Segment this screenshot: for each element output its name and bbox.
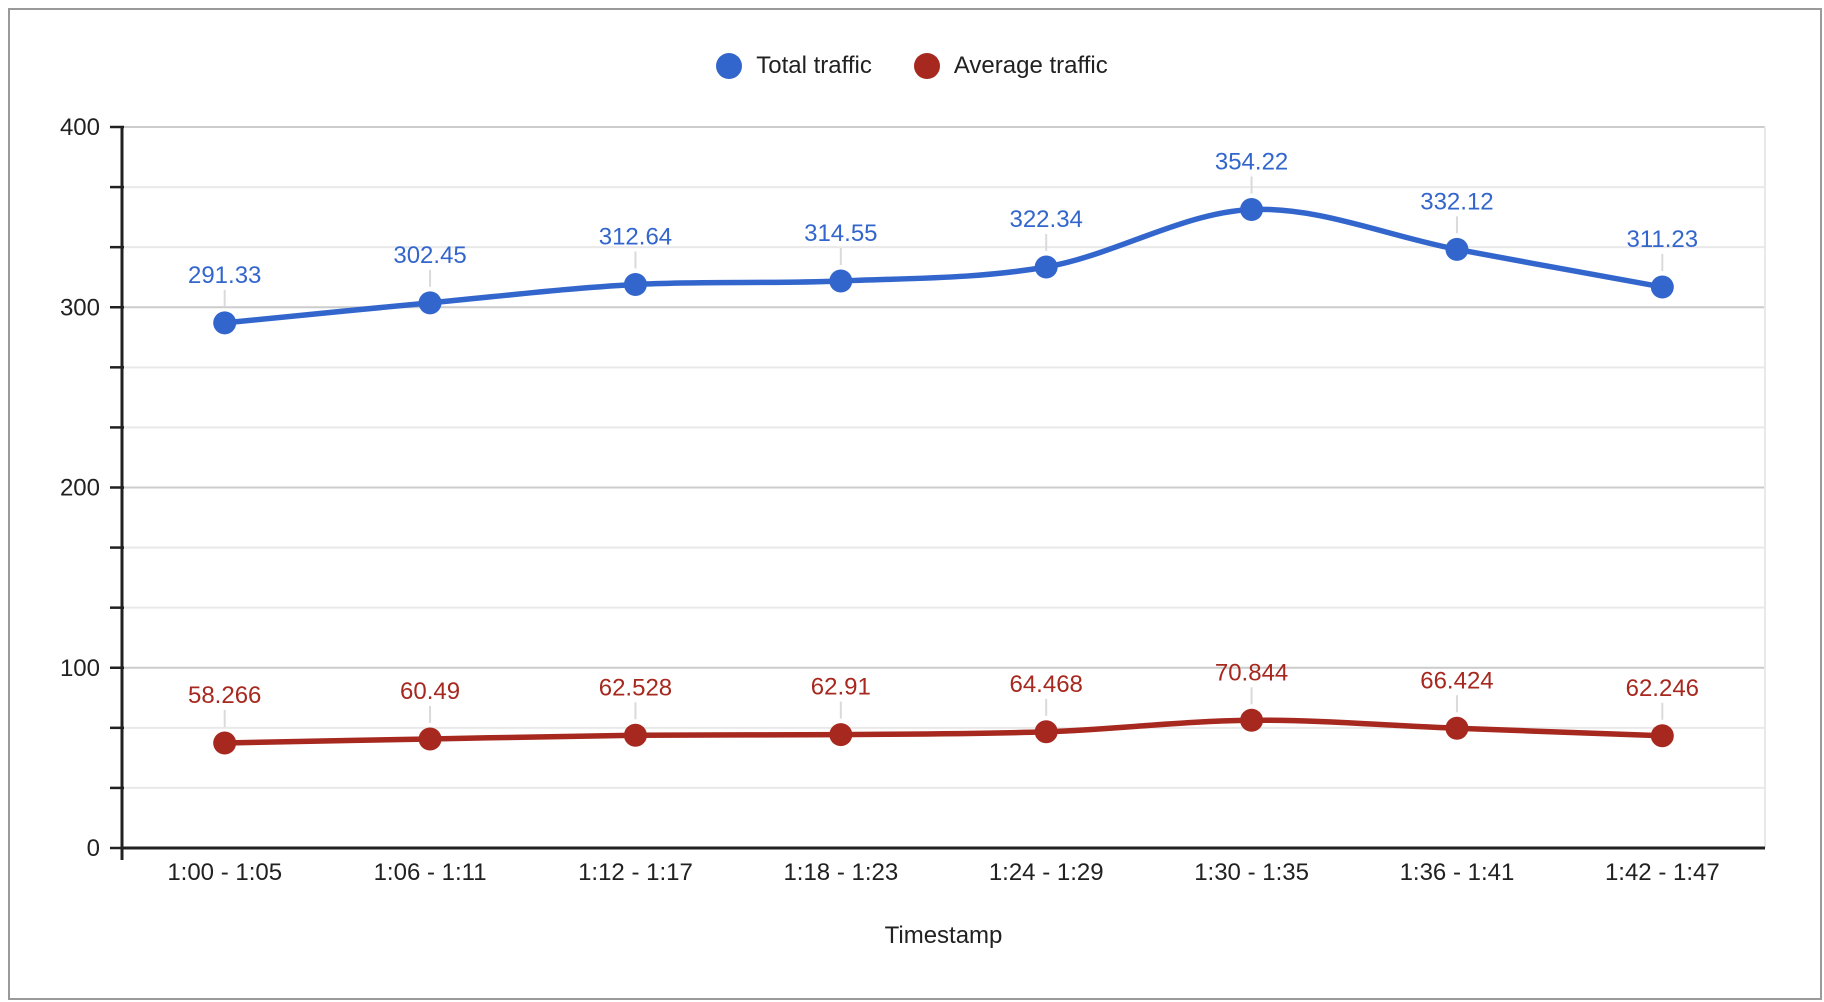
y-tick-label: 100 bbox=[60, 655, 100, 682]
data-point-total-traffic-5[interactable] bbox=[1240, 198, 1264, 222]
y-tick-label: 200 bbox=[60, 475, 100, 502]
y-tick-label: 0 bbox=[87, 835, 100, 862]
data-label-average-traffic-2: 62.528 bbox=[599, 674, 672, 701]
x-tick-label: 1:00 - 1:05 bbox=[167, 859, 282, 886]
data-label-total-traffic-0: 291.33 bbox=[188, 262, 261, 289]
data-point-total-traffic-3[interactable] bbox=[829, 269, 853, 293]
legend-label-average-traffic: Average traffic bbox=[953, 52, 1108, 79]
data-point-average-traffic-2[interactable] bbox=[623, 723, 647, 747]
x-tick-label: 1:06 - 1:11 bbox=[374, 859, 487, 886]
x-tick-label: 1:42 - 1:47 bbox=[1605, 859, 1720, 886]
data-label-average-traffic-3: 62.91 bbox=[811, 674, 871, 701]
x-tick-label: 1:24 - 1:29 bbox=[989, 859, 1104, 886]
data-point-average-traffic-4[interactable] bbox=[1034, 720, 1058, 744]
data-label-total-traffic-2: 312.64 bbox=[599, 223, 672, 250]
data-label-total-traffic-6: 332.12 bbox=[1420, 188, 1493, 215]
data-label-total-traffic-5: 354.22 bbox=[1215, 149, 1288, 176]
legend-label-total-traffic: Total traffic bbox=[756, 52, 872, 79]
x-tick-label: 1:30 - 1:35 bbox=[1194, 859, 1309, 886]
data-point-average-traffic-0[interactable] bbox=[213, 731, 237, 755]
data-point-total-traffic-1[interactable] bbox=[418, 291, 442, 315]
data-label-total-traffic-4: 322.34 bbox=[1009, 206, 1082, 233]
series-line-average-traffic bbox=[221, 717, 1666, 746]
data-label-total-traffic-1: 302.45 bbox=[393, 242, 466, 269]
legend: Total traffic Average traffic bbox=[0, 52, 1824, 80]
data-point-total-traffic-7[interactable] bbox=[1650, 275, 1674, 299]
data-label-total-traffic-3: 314.55 bbox=[804, 220, 877, 247]
series-line-total-traffic bbox=[221, 206, 1666, 326]
data-label-average-traffic-4: 64.468 bbox=[1009, 671, 1082, 698]
data-point-average-traffic-3[interactable] bbox=[829, 723, 853, 747]
legend-item-total-traffic[interactable]: Total traffic bbox=[716, 52, 872, 80]
x-tick-label: 1:12 - 1:17 bbox=[578, 859, 693, 886]
data-label-total-traffic-7: 311.23 bbox=[1627, 226, 1699, 253]
data-point-average-traffic-1[interactable] bbox=[418, 727, 442, 751]
x-tick-label: 1:18 - 1:23 bbox=[783, 859, 898, 886]
legend-dot-total-traffic-icon bbox=[716, 53, 743, 79]
data-point-average-traffic-6[interactable] bbox=[1445, 716, 1469, 740]
data-label-average-traffic-7: 62.246 bbox=[1626, 675, 1699, 702]
legend-item-average-traffic[interactable]: Average traffic bbox=[913, 52, 1108, 80]
data-point-total-traffic-0[interactable] bbox=[213, 311, 237, 335]
data-point-total-traffic-2[interactable] bbox=[623, 272, 647, 296]
legend-dot-average-traffic-icon bbox=[913, 53, 940, 79]
y-tick-label: 300 bbox=[60, 294, 100, 321]
data-label-average-traffic-0: 58.266 bbox=[188, 682, 261, 709]
x-axis-title: Timestamp bbox=[884, 922, 1003, 949]
data-point-average-traffic-7[interactable] bbox=[1650, 724, 1674, 748]
chart-frame bbox=[8, 8, 1822, 1000]
y-tick-label: 400 bbox=[60, 114, 100, 141]
x-tick-label: 1:36 - 1:41 bbox=[1400, 859, 1515, 886]
data-point-total-traffic-4[interactable] bbox=[1034, 255, 1058, 279]
data-label-average-traffic-6: 66.424 bbox=[1420, 667, 1493, 694]
data-label-average-traffic-5: 70.844 bbox=[1215, 659, 1288, 686]
data-label-average-traffic-1: 60.49 bbox=[400, 678, 460, 705]
data-point-total-traffic-6[interactable] bbox=[1445, 237, 1469, 261]
data-point-average-traffic-5[interactable] bbox=[1240, 708, 1264, 732]
